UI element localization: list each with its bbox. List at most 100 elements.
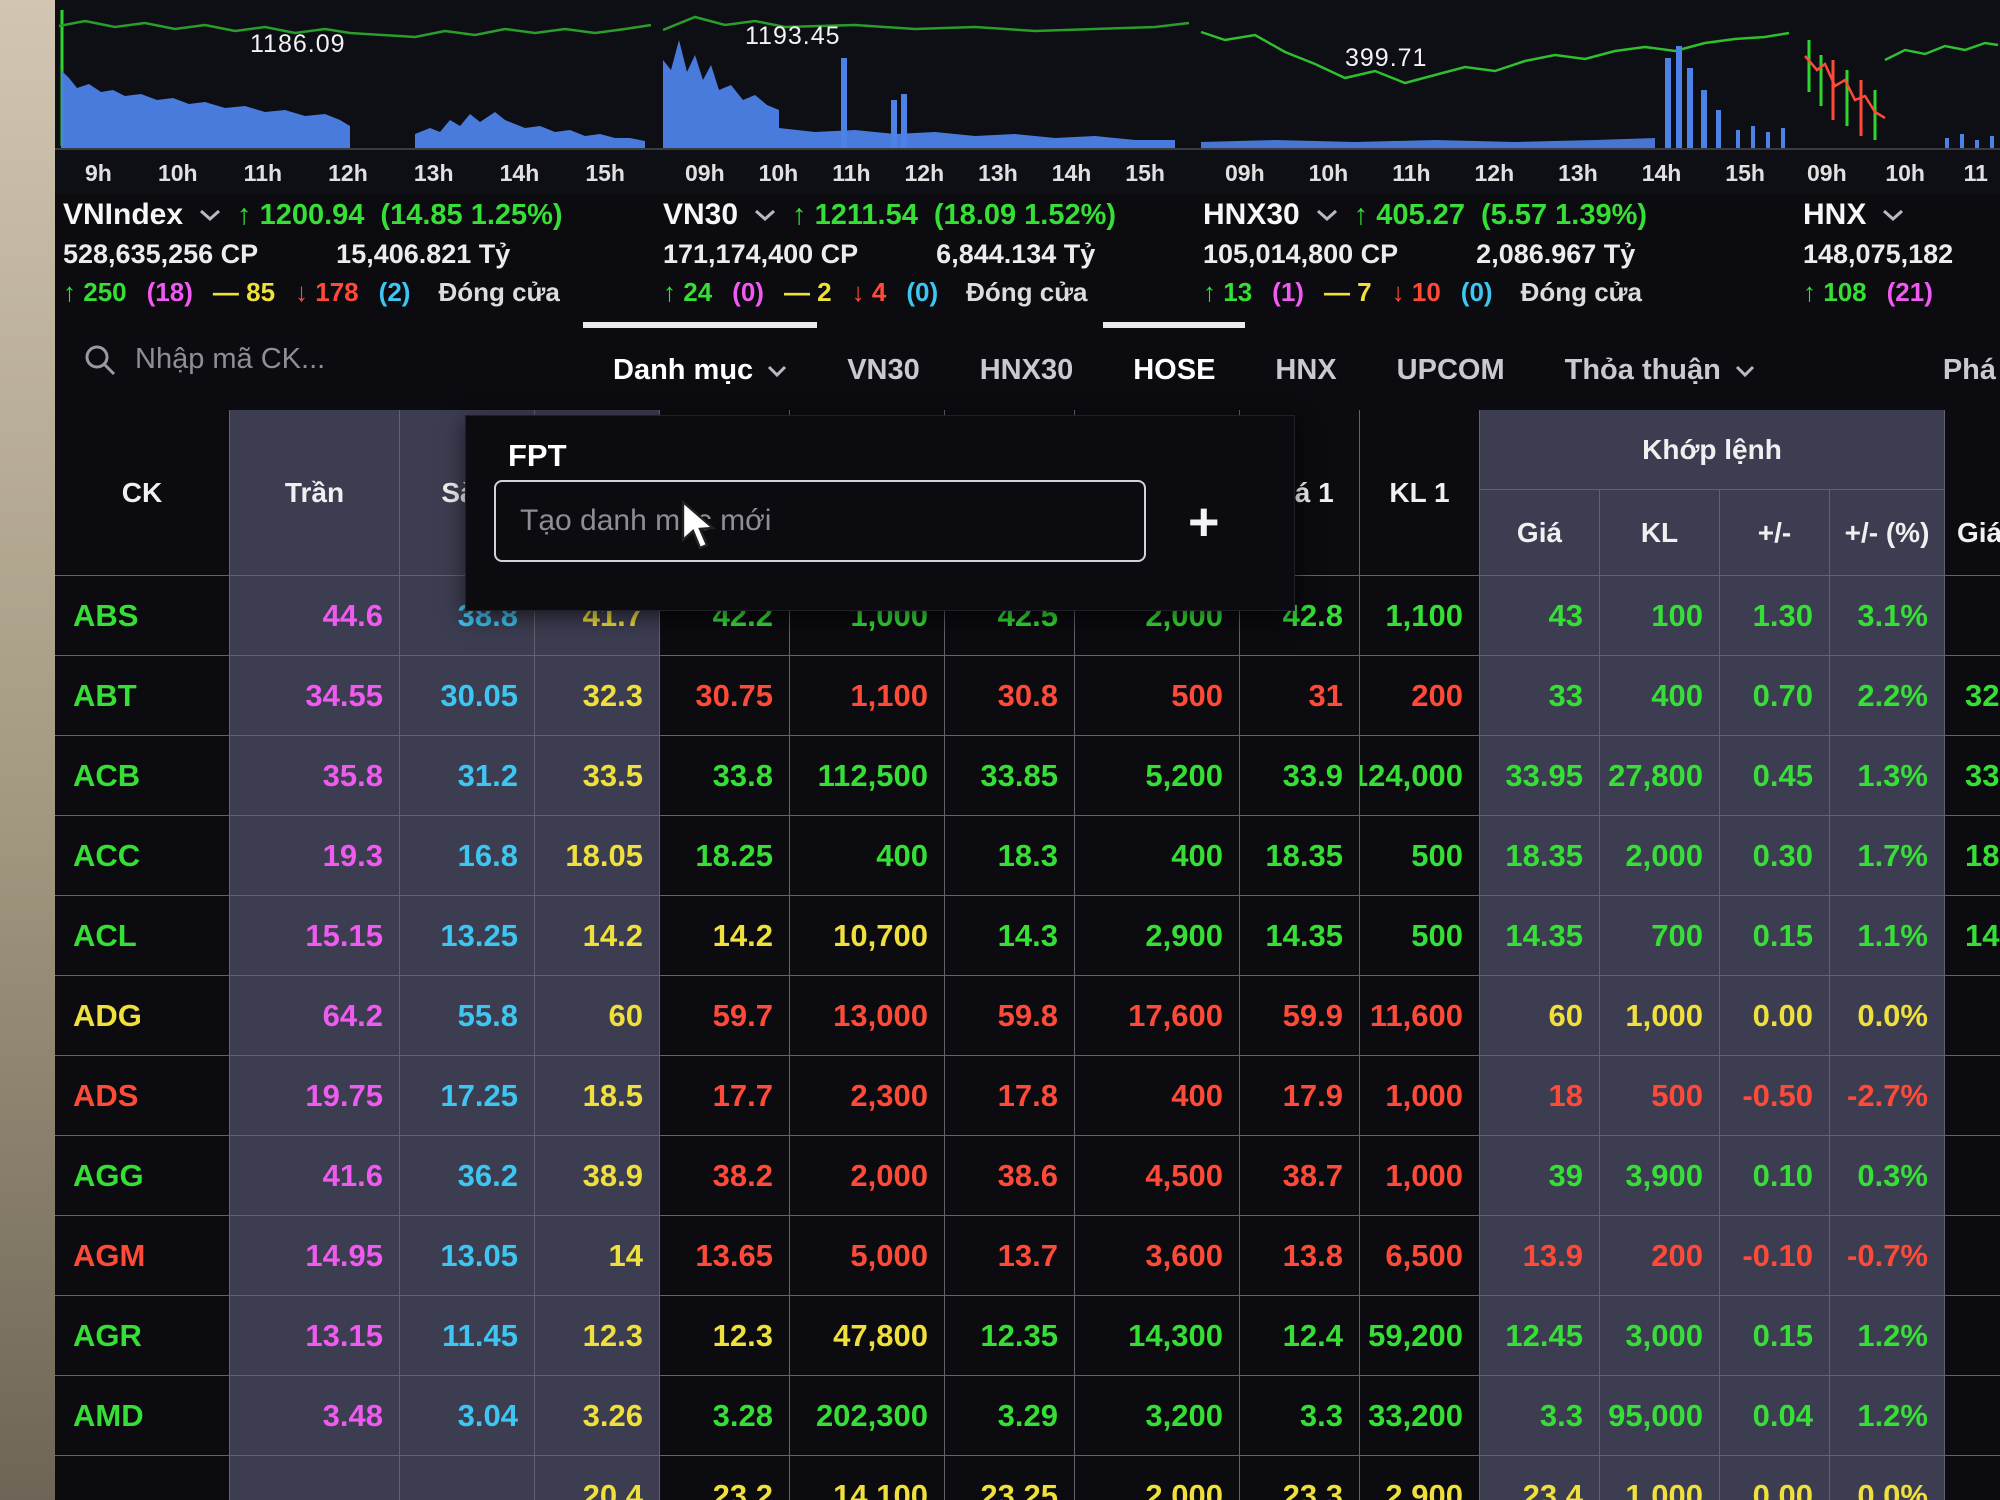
buy-vol2-cell: 3,200	[1075, 1376, 1240, 1455]
ticker-search[interactable]	[83, 342, 433, 377]
table-row[interactable]: ADS 19.75 17.25 18.5 17.7 2,300 17.8 400 17.9 1,0…	[55, 1056, 2000, 1136]
matched-price-cell: 13.9	[1480, 1216, 1600, 1295]
table-row[interactable]: ACB 35.8 31.2 33.5 33.8 112,500 33.85 5,200 33.9…	[55, 736, 2000, 816]
time-tick: 10h	[1885, 159, 1925, 186]
tab-hnx[interactable]: HNX	[1245, 322, 1366, 387]
index-value: ↑ 405.27	[1353, 198, 1465, 231]
ticker-cell: ABT	[55, 656, 230, 735]
table-row[interactable]: ADG 64.2 55.8 60 59.7 13,000 59.8 17,600 59.9 11,…	[55, 976, 2000, 1056]
ask-price-cell	[1945, 1216, 2000, 1295]
reference-cell: 32.3	[535, 656, 660, 735]
buy-vol2-cell: 4,500	[1075, 1136, 1240, 1215]
time-tick: 11h	[832, 159, 871, 186]
buy-vol1-cell: 500	[1360, 816, 1480, 895]
index-volume: 171,174,400 CP	[663, 238, 859, 269]
index-name[interactable]: HNX	[1803, 198, 1867, 231]
header-matched-price: Giá	[1480, 490, 1600, 575]
matched-price-cell: 43	[1480, 576, 1600, 655]
buy-vol2-cell: 2,900	[1075, 896, 1240, 975]
change-cell: -0.50	[1720, 1056, 1830, 1135]
ceiling-cell: 41.6	[230, 1136, 400, 1215]
table-row[interactable]: AGR 13.15 11.45 12.3 12.3 47,800 12.35 14,300 12…	[55, 1296, 2000, 1376]
tab-danh-mục[interactable]: Danh mục	[583, 322, 818, 387]
reference-cell: 3.26	[535, 1376, 660, 1455]
chevron-down-icon[interactable]	[199, 209, 221, 222]
ticker-cell: ACC	[55, 816, 230, 895]
ticker-cell: ADS	[55, 1056, 230, 1135]
hnx30-chart-canvas	[1195, 30, 1795, 150]
chevron-down-icon[interactable]	[754, 209, 776, 222]
ask-price-cell	[1945, 1296, 2000, 1375]
buy-vol3-cell: 112,500	[790, 736, 945, 815]
change-pct-cell: 1.3%	[1830, 736, 1945, 815]
tab-hose[interactable]: HOSE	[1103, 322, 1246, 387]
ask-price-cell	[1945, 976, 2000, 1055]
tab-phá[interactable]: Phá	[1913, 322, 2000, 387]
index-name[interactable]: VNIndex	[63, 198, 184, 231]
buy-price1-cell: 59.9	[1240, 976, 1360, 1055]
ask-price-cell	[1945, 1136, 2000, 1215]
chevron-down-icon	[1735, 365, 1754, 377]
tab-vn30[interactable]: VN30	[817, 322, 950, 387]
index-name[interactable]: VN30	[663, 198, 739, 231]
vn30-chart-label: 1193.45	[745, 22, 841, 50]
buy-price2-cell: 30.8	[945, 656, 1075, 735]
time-tick: 9h	[85, 159, 112, 186]
index-name[interactable]: HNX30	[1203, 198, 1300, 231]
matched-price-cell: 23.4	[1480, 1456, 1600, 1500]
buy-vol2-cell: 17,600	[1075, 976, 1240, 1055]
change-pct-cell: 3.1%	[1830, 576, 1945, 655]
floor-cell: 13.05	[400, 1216, 535, 1295]
buy-vol1-cell: 500	[1360, 896, 1480, 975]
watchlist-item-fpt[interactable]: FPT	[508, 438, 567, 473]
ticker-cell: AMD	[55, 1376, 230, 1455]
matched-price-cell: 18	[1480, 1056, 1600, 1135]
buy-price2-cell: 14.3	[945, 896, 1075, 975]
matched-volume-cell: 3,000	[1600, 1296, 1720, 1375]
ask-price-cell: 18	[1945, 816, 2000, 895]
tab-thỏa-thuận[interactable]: Thỏa thuận	[1535, 322, 1785, 387]
buy-price1-cell: 17.9	[1240, 1056, 1360, 1135]
buy-vol2-cell: 400	[1075, 1056, 1240, 1135]
reference-cell: 20.4	[535, 1456, 660, 1500]
ask-price-cell: 32	[1945, 656, 2000, 735]
buy-price3-cell: 59.7	[660, 976, 790, 1055]
vnindex-chart[interactable]: 1186.09 9h 10h 11h 12h 13h 14h 15h	[55, 0, 655, 194]
table-row[interactable]: ACL 15.15 13.25 14.2 14.2 10,700 14.3 2,900 14.3…	[55, 896, 2000, 976]
table-row[interactable]: AMD 3.48 3.04 3.26 3.28 202,300 3.29 3,200 3.3 33…	[55, 1376, 2000, 1456]
table-row[interactable]: ACC 19.3 16.8 18.05 18.25 400 18.3 400 18.35 500 1…	[55, 816, 2000, 896]
chevron-down-icon[interactable]	[1316, 209, 1338, 222]
tab-label: VN30	[847, 354, 920, 386]
floor-cell: 31.2	[400, 736, 535, 815]
vn30-chart[interactable]: 1193.45 09h 10h 11h 12h 13h 14h 15h	[655, 0, 1195, 194]
header-change: +/-	[1720, 490, 1830, 575]
buy-price3-cell: 23.2	[660, 1456, 790, 1500]
create-watchlist-input[interactable]	[494, 480, 1146, 562]
tab-label: Thỏa thuận	[1564, 354, 1721, 386]
index-turnover: 6,844.134 Tỷ	[936, 238, 1096, 269]
table-row[interactable]: AGG 41.6 36.2 38.9 38.2 2,000 38.6 4,500 38.7 1,0…	[55, 1136, 2000, 1216]
buy-price2-cell: 59.8	[945, 976, 1075, 1055]
time-tick: 10h	[157, 159, 198, 186]
ceiling-count: (0)	[732, 276, 764, 307]
index-volume: 148,075,182	[1803, 238, 1954, 269]
change-cell: 0.70	[1720, 656, 1830, 735]
add-watchlist-button[interactable]: +	[1188, 492, 1220, 552]
table-row[interactable]: 20.4 23.2 14,100 23.25 2,000 23.3 2,900 23.4 1,0…	[55, 1456, 2000, 1500]
tab-hnx30[interactable]: HNX30	[950, 322, 1104, 387]
change-pct-cell: 1.2%	[1830, 1296, 1945, 1375]
table-row[interactable]: ABT 34.55 30.05 32.3 30.75 1,100 30.8 500 31 200 3…	[55, 656, 2000, 736]
tab-upcom[interactable]: UPCOM	[1367, 322, 1535, 387]
matched-volume-cell: 2,000	[1600, 816, 1720, 895]
search-input[interactable]	[133, 342, 383, 377]
hnx-chart[interactable]: 09h 10h 11	[1795, 0, 2000, 194]
table-row[interactable]: ABS 44.6 38.8 41.7 42.2 1,000 42.5 2,000 42.8 1,1…	[55, 576, 2000, 656]
chevron-down-icon[interactable]	[1882, 209, 1904, 222]
change-cell: 0.10	[1720, 1136, 1830, 1215]
trading-board: 1186.09 9h 10h 11h 12h 13h 14h 15h 1193.45 09h…	[55, 0, 2000, 1500]
buy-vol1-cell: 200	[1360, 656, 1480, 735]
change-pct-cell: 2.2%	[1830, 656, 1945, 735]
hnx30-chart[interactable]: 399.71 09h 10h 11h 12h 13h 14h 15h	[1195, 0, 1795, 194]
ask-price-cell: 14.	[1945, 896, 2000, 975]
table-row[interactable]: AGM 14.95 13.05 14 13.65 5,000 13.7 3,600 13.8 6,…	[55, 1216, 2000, 1296]
